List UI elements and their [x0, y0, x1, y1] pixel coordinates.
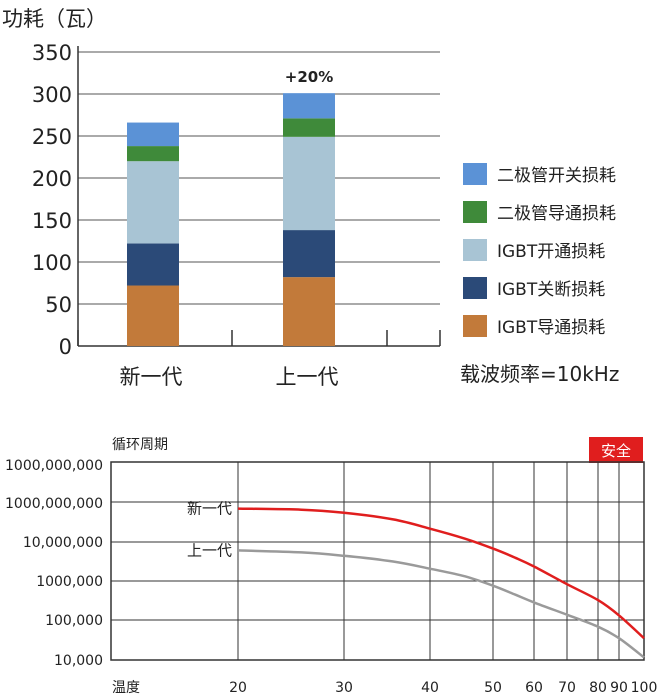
legend-swatch: [463, 277, 487, 299]
line-y-tick-label: 1000,000,000: [5, 458, 103, 474]
line-x-tick-label: 60: [525, 680, 543, 696]
bar-y-tick-label: 350: [32, 41, 72, 65]
line-chart-xlabel: 温度: [112, 680, 140, 696]
legend-label: IGBT开通损耗: [497, 242, 605, 262]
line-x-tick-label: 30: [335, 680, 353, 696]
legend-label: 二极管导通损耗: [497, 204, 616, 224]
bar-chart-ylabel: 功耗（瓦）: [2, 7, 107, 31]
bar-y-tick-label: 50: [45, 293, 72, 317]
line-series-label: 新一代: [187, 500, 232, 518]
bar-segment: [283, 136, 335, 231]
bar-segment: [127, 285, 179, 346]
safe-badge-label: 安全: [601, 442, 631, 460]
legend-label: 二极管开关损耗: [497, 166, 616, 186]
bar-chart-x-tick-labels: 新一代 上一代: [120, 365, 339, 389]
bar-chart-bars: [127, 93, 335, 346]
line-y-tick-label: 10,000: [54, 653, 103, 669]
bar-segment: [127, 161, 179, 244]
bar-segment: [283, 118, 335, 137]
line-chart-y-tick-labels: 10,000 100,000 1000,000 10,000,000 1000,000,…: [5, 458, 103, 669]
line-y-tick-label: 1000,000,000: [5, 496, 103, 512]
legend-swatch: [463, 239, 487, 261]
legend-swatch: [463, 163, 487, 185]
legend-swatch: [463, 201, 487, 223]
bar-x-tick-label: 新一代: [120, 365, 183, 389]
line-series-label: 上一代: [187, 541, 232, 559]
line-y-tick-label: 1000,000: [36, 574, 103, 590]
safe-badge: [589, 437, 643, 463]
bar-x-tick-label: 上一代: [276, 365, 339, 389]
bar-y-tick-label: 150: [32, 209, 72, 233]
line-chart-gridlines: [110, 461, 645, 661]
legend-label: IGBT关断损耗: [497, 280, 605, 300]
line-x-tick-label: 20: [229, 680, 247, 696]
bar-chart-annotation: +20%: [285, 68, 333, 86]
bar-y-tick-label: 0: [59, 335, 72, 359]
bar-segment: [127, 146, 179, 162]
line-x-tick-label: 40: [421, 680, 439, 696]
line-series-path: [237, 549, 645, 659]
line-chart-ylabel: 循环周期: [112, 437, 168, 453]
bar-chart-note: 载波频率=10kHz: [460, 362, 619, 386]
bar-segment: [283, 93, 335, 119]
line-x-tick-label: 50: [484, 680, 502, 696]
line-series-path: [237, 507, 645, 640]
bar-segment: [283, 277, 335, 346]
bar-segment: [127, 243, 179, 286]
line-x-tick-label: 80: [589, 680, 607, 696]
bar-segment: [283, 230, 335, 278]
bar-y-tick-label: 250: [32, 125, 72, 149]
bar-segment: [127, 122, 179, 147]
bar-y-tick-label: 200: [32, 167, 72, 191]
line-y-tick-label: 10,000,000: [23, 535, 103, 551]
legend-label: IGBT导通损耗: [497, 318, 605, 338]
line-chart: 循环周期 安全 10,000100,0001000,00010,000,0001…: [5, 437, 657, 696]
legend-swatch: [463, 315, 487, 337]
line-x-tick-label: 100: [631, 680, 658, 696]
bar-y-tick-label: 300: [32, 83, 72, 107]
line-plot-frame: [110, 461, 645, 661]
bar-chart-y-tick-labels: 0 50 100 150 200 250 300 350: [32, 41, 72, 359]
line-x-tick-label: 70: [558, 680, 576, 696]
line-x-tick-label: 90: [610, 680, 628, 696]
bar-y-tick-label: 100: [32, 251, 72, 275]
line-chart-x-tick-labels: 20 30 40 50 60 70 80 90 100: [229, 680, 657, 696]
line-y-tick-label: 100,000: [45, 613, 103, 629]
